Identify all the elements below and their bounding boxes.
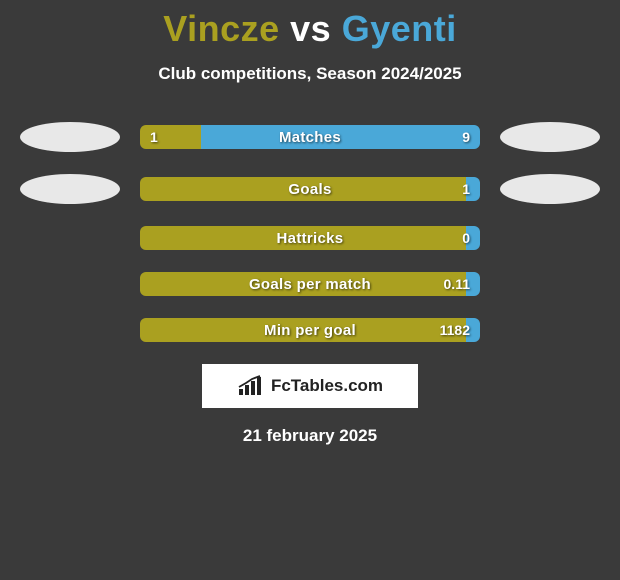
stat-bar: 1Goals: [140, 177, 480, 201]
avatar-spacer: [20, 318, 120, 342]
stat-label: Matches: [140, 125, 480, 149]
stat-bar: 1182Min per goal: [140, 318, 480, 342]
stat-row: 0Hattricks: [0, 226, 620, 250]
stat-label: Goals per match: [140, 272, 480, 296]
player2-avatar: [500, 174, 600, 204]
stat-row: 1Goals: [0, 174, 620, 204]
stat-bar: 0Hattricks: [140, 226, 480, 250]
avatar-spacer: [500, 226, 600, 250]
stat-row: 1182Min per goal: [0, 318, 620, 342]
avatar-spacer: [20, 226, 120, 250]
chart-icon: [237, 375, 265, 397]
stat-row: 0.11Goals per match: [0, 272, 620, 296]
source-logo[interactable]: FcTables.com: [202, 364, 418, 408]
avatar-spacer: [20, 272, 120, 296]
stat-label: Hattricks: [140, 226, 480, 250]
comparison-widget: Vincze vs Gyenti Club competitions, Seas…: [0, 0, 620, 446]
stat-label: Min per goal: [140, 318, 480, 342]
player2-avatar: [500, 122, 600, 152]
stat-row: 19Matches: [0, 122, 620, 152]
stat-bar: 0.11Goals per match: [140, 272, 480, 296]
player2-name: Gyenti: [342, 8, 457, 49]
page-title: Vincze vs Gyenti: [0, 8, 620, 50]
subtitle: Club competitions, Season 2024/2025: [0, 64, 620, 84]
player1-avatar: [20, 122, 120, 152]
player1-avatar: [20, 174, 120, 204]
logo-text: FcTables.com: [271, 376, 383, 396]
stat-label: Goals: [140, 177, 480, 201]
player1-name: Vincze: [163, 8, 279, 49]
stats-list: 19Matches 1Goals 0Hattricks 0.11Goals per m…: [0, 122, 620, 342]
vs-label: vs: [290, 8, 331, 49]
stat-bar: 19Matches: [140, 125, 480, 149]
avatar-spacer: [500, 318, 600, 342]
date-label: 21 february 2025: [0, 426, 620, 446]
avatar-spacer: [500, 272, 600, 296]
